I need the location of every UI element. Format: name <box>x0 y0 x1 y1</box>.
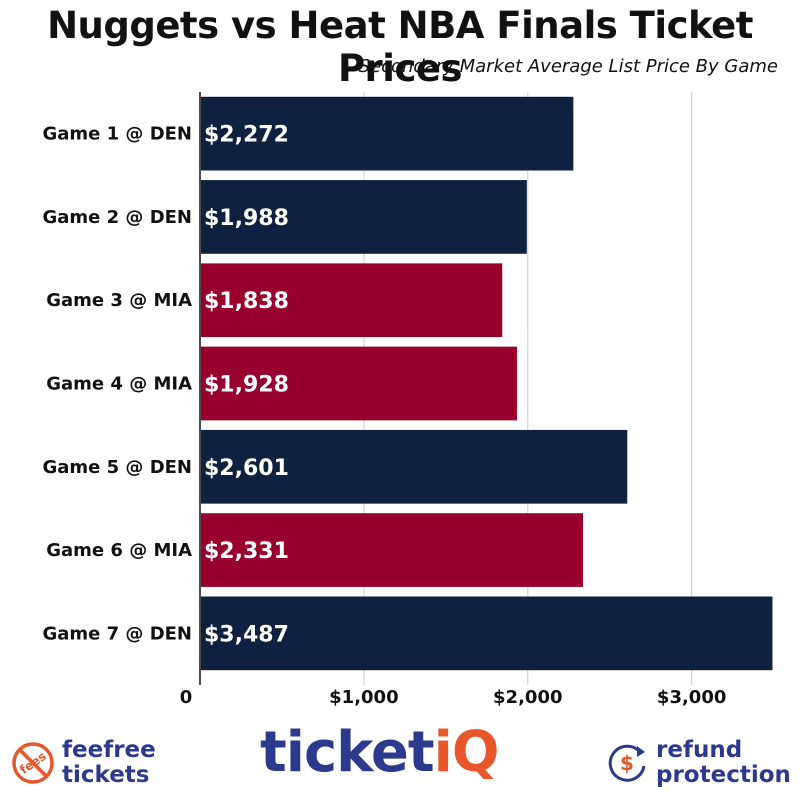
x-tick-label: 0 <box>180 687 193 708</box>
bar-value-label: $1,988 <box>204 206 289 231</box>
x-tick-label: $3,000 <box>657 687 726 708</box>
footer: fees feefree tickets ticketiQ $ refund p… <box>0 720 800 800</box>
fee-free-line2: tickets <box>62 762 150 788</box>
bar-value-label: $2,331 <box>204 539 289 564</box>
svg-text:$: $ <box>620 751 634 775</box>
bar-value-label: $2,272 <box>204 123 289 148</box>
bar <box>201 429 628 504</box>
refund-protection-badge: $ refund protection <box>604 738 791 788</box>
refund-line2: protection <box>656 762 791 788</box>
chart-subtitle: Secondary Market Average List Price By G… <box>358 56 778 77</box>
bar <box>201 513 584 587</box>
category-label: Game 2 @ DEN <box>42 207 192 228</box>
category-label: Game 3 @ MIA <box>46 290 192 311</box>
no-fees-icon: fees <box>12 742 54 784</box>
fee-free-badge: fees feefree tickets <box>10 738 156 788</box>
refund-dollar-icon: $ <box>608 744 646 782</box>
bar <box>201 180 527 254</box>
logo-accent: iQ <box>433 720 500 785</box>
bar <box>201 263 503 338</box>
category-label: Game 5 @ DEN <box>42 457 192 478</box>
bar-chart: $2,272 $1,988 $1,838 $1,928 $2,601 $2,331 $3,4… <box>42 92 773 708</box>
fee-free-line1: feefree <box>62 737 156 763</box>
x-tick-label: $1,000 <box>329 687 398 708</box>
ticketiq-logo: ticketiQ <box>260 720 500 785</box>
bar <box>201 96 574 171</box>
refund-line1: refund <box>656 737 743 763</box>
bar-value-label: $3,487 <box>204 622 289 647</box>
x-tick-label: $2,000 <box>493 687 562 708</box>
bar-value-label: $1,838 <box>204 289 289 314</box>
logo-main: ticket <box>260 720 435 785</box>
bar-value-label: $2,601 <box>204 456 289 481</box>
category-label: Game 1 @ DEN <box>42 124 192 145</box>
bar <box>201 346 517 421</box>
category-label: Game 4 @ MIA <box>46 374 192 395</box>
bar-value-label: $1,928 <box>204 373 289 398</box>
category-label: Game 6 @ MIA <box>46 540 192 561</box>
chart-title: Nuggets vs Heat NBA Finals Ticket Prices <box>47 4 753 90</box>
category-label: Game 7 @ DEN <box>42 623 192 644</box>
bar <box>201 596 773 671</box>
